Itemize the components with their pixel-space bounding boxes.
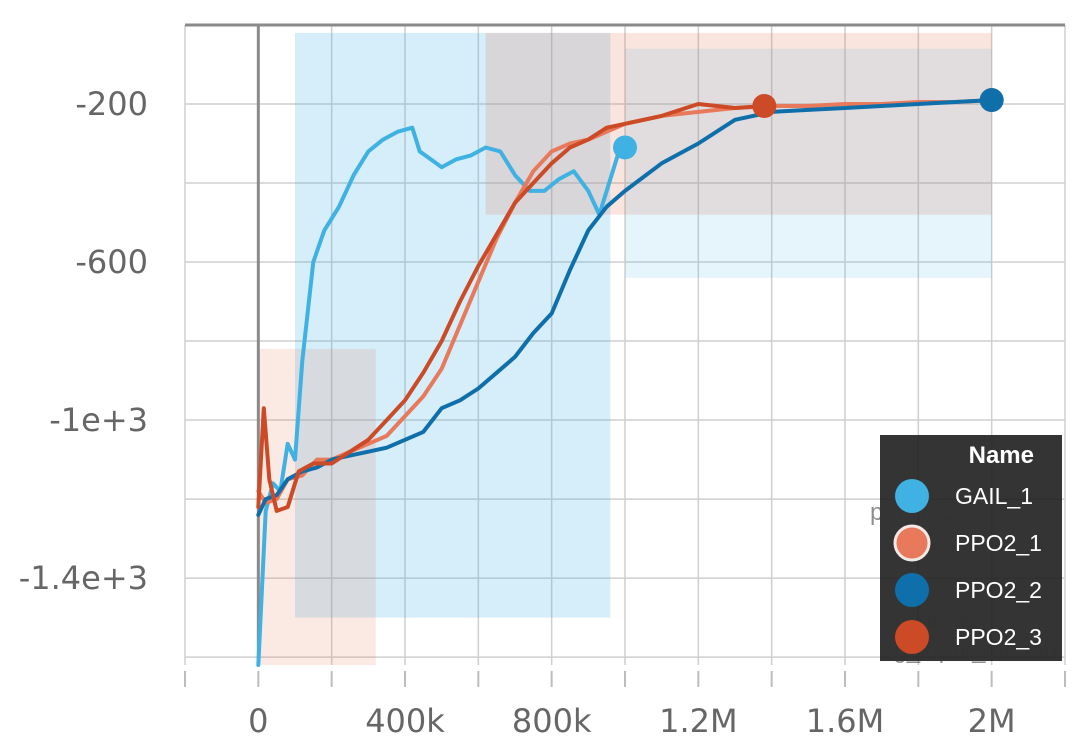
legend-label-ppo2_1: PPO2_1 (955, 530, 1042, 556)
legend-swatch-ppo2_3 (895, 620, 929, 654)
legend-overlay-text-2: dvantage (880, 607, 979, 634)
raw-data-band (295, 32, 611, 618)
raw-data-band (258, 348, 376, 665)
x-tick-label: 1.2M (659, 702, 738, 740)
y-tick-label: -1e+3 (49, 401, 148, 439)
legend-swatch-gail_1 (895, 479, 929, 513)
series-line-gail_1 (256, 125, 627, 667)
legend-swatch-ppo2_1 (893, 524, 931, 562)
legend-items: GAIL_1 PPO2_1 PPO2_2 PPO2_3 (893, 479, 1042, 654)
x-tick-label: 0 (248, 702, 268, 740)
x-tick-label: 1.6M (806, 702, 885, 740)
raw-data-band (485, 32, 992, 215)
x-tick-label: 400k (365, 702, 445, 740)
legend-label-ppo2_2: PPO2_2 (955, 577, 1042, 603)
raw-data-bands (258, 32, 992, 665)
legend-label-gail_1: GAIL_1 (955, 483, 1033, 509)
y-tick-label: -200 (75, 85, 148, 123)
raw-data-band (625, 48, 992, 278)
legend-title: Name (969, 442, 1034, 469)
zero-axes (185, 23, 1065, 665)
y-axis-ticks: -200 -600 -1e+3 -1.4e+3 (19, 85, 148, 597)
legend: Name put_info dvantage ng_input_info/ad … (870, 435, 1062, 664)
x-axis-ticks: 0 400k 800k 1.2M 1.6M 2M (184, 671, 1066, 740)
legend-swatch-ppo2_2 (895, 573, 929, 607)
series-end-marker-ppo2_2 (979, 88, 1004, 113)
x-tick-label: 800k (512, 702, 592, 740)
x-tick-label: 2M (968, 702, 1016, 740)
series-layer (256, 88, 1004, 667)
y-tick-label: -600 (75, 243, 148, 281)
series-line-ppo2_3 (256, 102, 767, 513)
series-end-marker-gail_1 (613, 135, 637, 160)
y-tick-label: -1.4e+3 (19, 559, 148, 597)
legend-label-ppo2_3: PPO2_3 (955, 624, 1042, 650)
series-end-marker-ppo2_3 (752, 93, 777, 118)
